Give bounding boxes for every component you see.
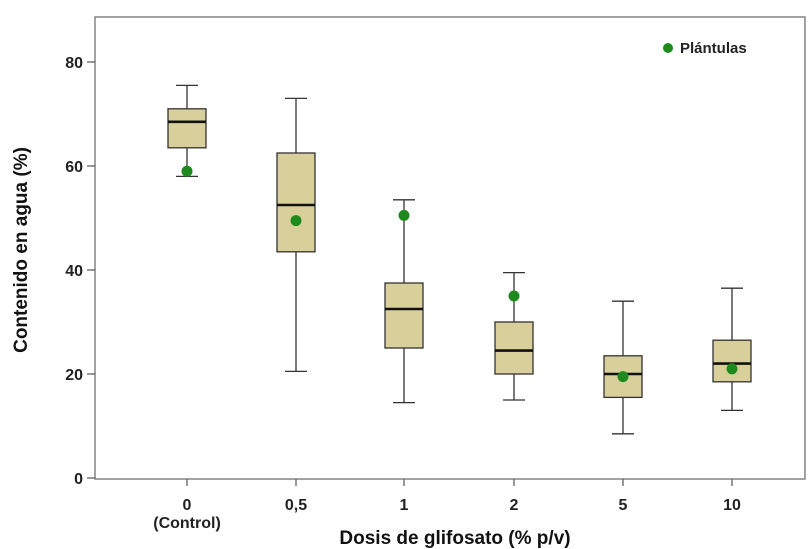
box-iqr [276,152,316,253]
y-tick-label: 0 [74,471,83,488]
box-item [494,271,534,401]
legend-label: Plántulas [680,40,747,57]
data-point [290,215,302,227]
box-item [167,84,207,178]
box-item [276,97,316,373]
y-axis: 0 20 40 60 80 [65,55,95,488]
y-tick-label: 80 [65,55,83,72]
x-tick-label: 5 [619,497,628,514]
data-point [398,209,410,221]
y-tick-label: 40 [65,263,83,280]
box-iqr [712,339,752,383]
legend-marker [663,43,673,53]
legend: Plántulas [663,40,747,57]
y-axis-title: Contenido en agua (%) [11,147,32,353]
box-item [603,300,643,435]
box-iqr [384,282,424,349]
x-tick-label: 0,5 [285,497,307,514]
x-tick-sublabel: (Control) [153,515,221,532]
x-tick-label: 2 [510,497,519,514]
x-tick-label: 0 [183,497,192,514]
y-tick-label: 20 [65,367,83,384]
plot-frame [94,16,806,480]
data-point [181,165,193,177]
point-series [181,165,738,383]
box-iqr [494,321,534,375]
box-series [167,84,752,435]
data-point [617,371,629,383]
box-item [712,287,752,412]
data-point [508,290,520,302]
box-item [384,199,424,404]
data-point [726,363,738,375]
x-tick-label: 10 [723,497,741,514]
x-axis-title: Dosis de glifosato (% p/v) [339,528,570,549]
box-iqr [167,108,207,149]
y-tick-label: 60 [65,159,83,176]
x-tick-label: 1 [400,497,409,514]
x-axis: 0(Control) 0,5 1 2 5 10 [153,479,741,532]
